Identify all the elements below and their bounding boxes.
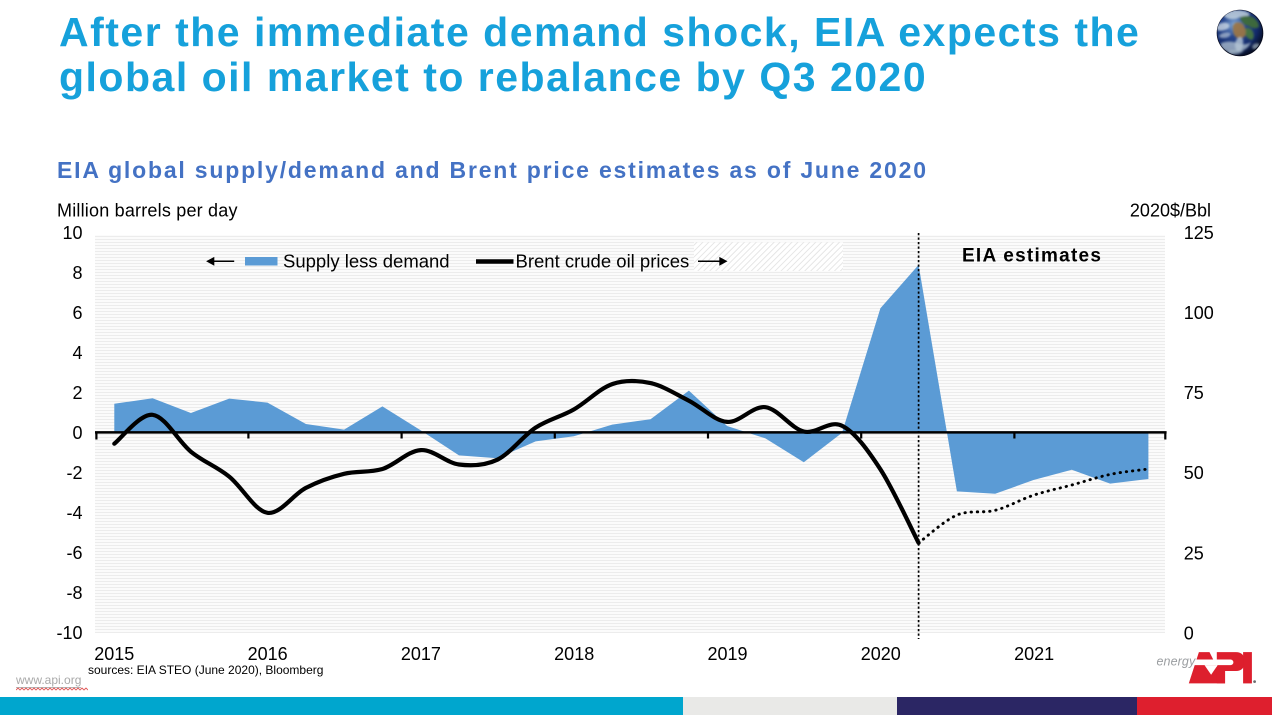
svg-text:2020: 2020 — [861, 644, 901, 664]
svg-text:2: 2 — [72, 383, 82, 403]
svg-text:2015: 2015 — [94, 644, 134, 664]
svg-text:Supply less demand: Supply less demand — [283, 251, 450, 272]
svg-text:2016: 2016 — [248, 644, 288, 664]
svg-text:-6: -6 — [66, 543, 82, 563]
svg-text:2018: 2018 — [554, 644, 594, 664]
svg-text:EIA estimates: EIA estimates — [962, 246, 1102, 267]
svg-text:Million barrels per day: Million barrels per day — [57, 200, 238, 220]
svg-text:6: 6 — [72, 303, 82, 323]
svg-text:8: 8 — [72, 263, 82, 283]
svg-text:0: 0 — [1184, 624, 1194, 644]
svg-text:50: 50 — [1184, 463, 1204, 483]
svg-text:-10: -10 — [56, 623, 82, 643]
svg-text:2019: 2019 — [707, 644, 747, 664]
svg-text:energy: energy — [1157, 655, 1196, 669]
svg-text:-8: -8 — [66, 583, 82, 603]
svg-text:Brent crude oil prices: Brent crude oil prices — [516, 251, 690, 272]
svg-text:75: 75 — [1184, 383, 1204, 403]
svg-text:0: 0 — [72, 423, 82, 443]
svg-text:4: 4 — [72, 343, 82, 363]
svg-text:2017: 2017 — [401, 644, 441, 664]
svg-text:-2: -2 — [66, 463, 82, 483]
svg-text:25: 25 — [1184, 543, 1204, 563]
svg-text:10: 10 — [62, 223, 82, 243]
svg-text:125: 125 — [1184, 223, 1214, 243]
svg-text:2021: 2021 — [1014, 644, 1054, 664]
svg-text:2020$/Bbl: 2020$/Bbl — [1130, 200, 1211, 220]
svg-text:100: 100 — [1184, 303, 1214, 323]
svg-text:-4: -4 — [66, 503, 82, 523]
